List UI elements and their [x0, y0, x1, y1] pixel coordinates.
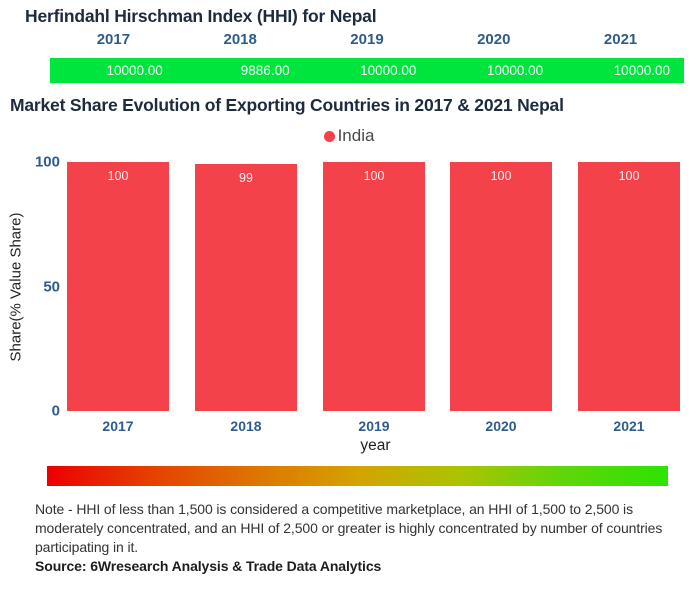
x-tick-2017: 2017 — [102, 418, 134, 434]
x-tick-2018: 2018 — [230, 418, 262, 434]
bar-india-2020: 100 — [450, 162, 552, 411]
hhi-value-2018: 9886.00 — [240, 63, 290, 78]
market-share-chart-title: Market Share Evolution of Exporting Coun… — [10, 95, 564, 115]
hhi-scale-gradient-bar — [47, 466, 668, 486]
legend: India — [0, 126, 698, 146]
x-tick-2021: 2021 — [613, 418, 645, 434]
y-tick-50: 50 — [43, 278, 60, 295]
bar-value-label-2019: 100 — [363, 169, 385, 183]
legend-dot-india-icon — [323, 130, 335, 142]
footnote-block: Note - HHI of less than 1,500 is conside… — [35, 500, 687, 576]
hhi-years-row: 2017 2018 2019 2020 2021 — [50, 31, 684, 49]
y-tick-100: 100 — [34, 153, 60, 171]
x-tick-2020: 2020 — [485, 418, 517, 434]
hhi-year-label-2017: 2017 — [96, 31, 131, 48]
hhi-year-label-2019: 2019 — [350, 31, 384, 48]
hhi-year-label-2021: 2021 — [603, 31, 638, 48]
bar-value-label-2017: 100 — [107, 169, 129, 183]
bar-value-label-2020: 100 — [490, 169, 512, 183]
bar-india-2018: 99 — [195, 164, 297, 411]
bar-value-label-2021: 100 — [618, 169, 640, 183]
x-tick-2019: 2019 — [358, 418, 390, 434]
source-text: Source: 6Wresearch Analysis & Trade Data… — [35, 558, 382, 574]
hhi-value-2021: 10000.00 — [613, 63, 670, 78]
hhi-value-2020: 10000.00 — [486, 63, 544, 78]
bar-india-2019: 100 — [323, 162, 425, 411]
y-tick-0: 0 — [51, 402, 60, 420]
bar-india-2017: 100 — [67, 162, 169, 411]
footnote-text: Note - HHI of less than 1,500 is conside… — [35, 501, 663, 555]
hhi-year-label-2020: 2020 — [477, 31, 511, 48]
legend-label-india: India — [337, 126, 375, 145]
hhi-year-label-2018: 2018 — [223, 31, 257, 48]
hhi-value-2017: 10000.00 — [106, 63, 163, 78]
bar-value-label-2018: 99 — [239, 171, 253, 185]
hhi-value-2019: 10000.00 — [360, 63, 417, 78]
bar-india-2021: 100 — [578, 162, 680, 411]
hhi-value-bar: 10000.00 9886.00 10000.00 10000.00 10000.00 — [50, 58, 684, 83]
x-axis-title: year — [360, 437, 391, 454]
hhi-chart-title: Herfindahl Hirschman Index (HHI) for Nep… — [25, 6, 377, 26]
